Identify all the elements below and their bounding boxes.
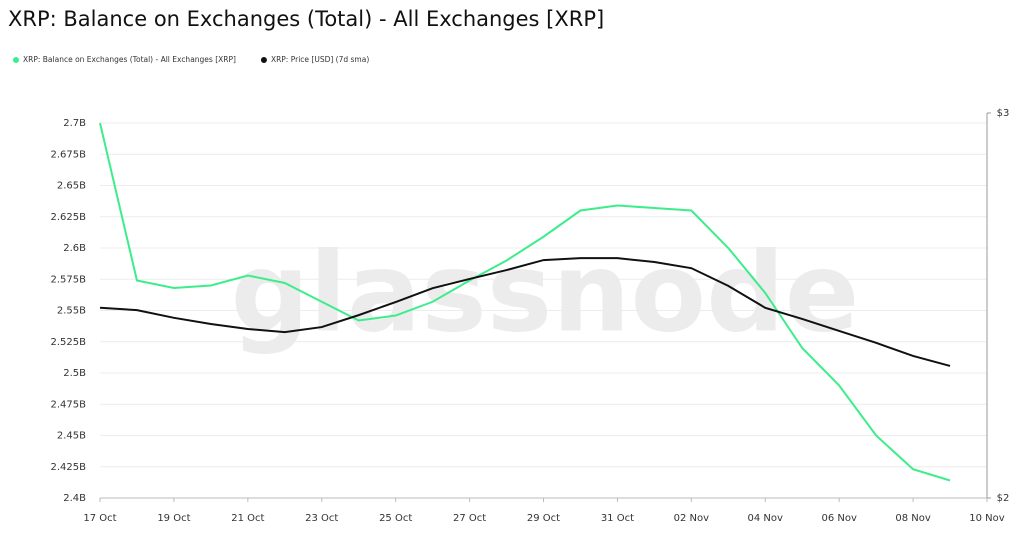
legend-label: XRP: Balance on Exchanges (Total) - All … xyxy=(23,55,236,64)
watermark: glassnode xyxy=(231,228,860,356)
legend-marker xyxy=(13,57,19,63)
y-tick-label: 2.475B xyxy=(51,399,87,410)
y-tick-label: 2.45B xyxy=(57,431,86,442)
series-line xyxy=(99,122,951,482)
y-tick-label: 2.575B xyxy=(51,274,87,285)
y2-tick-label: $3 xyxy=(997,108,1010,119)
x-tick-label: 10 Nov xyxy=(969,513,1005,524)
y-tick-label: 2.7B xyxy=(63,118,86,129)
x-tick-label: 08 Nov xyxy=(895,513,931,524)
y-tick-label: 2.55B xyxy=(57,306,86,317)
x-tick-label: 19 Oct xyxy=(157,513,190,524)
x-tick-label: 06 Nov xyxy=(821,513,857,524)
legend: XRP: Balance on Exchanges (Total) - All … xyxy=(13,55,369,64)
x-tick-label: 17 Oct xyxy=(83,513,116,524)
x-tick-label: 04 Nov xyxy=(748,513,784,524)
x-tick-label: 27 Oct xyxy=(453,513,486,524)
legend-label: XRP: Price [USD] (7d sma) xyxy=(271,55,369,64)
chart-title: XRP: Balance on Exchanges (Total) - All … xyxy=(8,7,604,31)
x-tick-label: 02 Nov xyxy=(674,513,710,524)
y-tick-label: 2.4B xyxy=(63,493,86,504)
y-tick-label: 2.6B xyxy=(63,243,86,254)
y-tick-label: 2.65B xyxy=(57,181,86,192)
x-tick-label: 31 Oct xyxy=(601,513,634,524)
legend-marker xyxy=(260,57,267,63)
x-tick-label: 21 Oct xyxy=(231,513,264,524)
x-tick-label: 29 Oct xyxy=(527,513,560,524)
x-tick-label: 25 Oct xyxy=(379,513,412,524)
y2-tick-label: $2 xyxy=(997,493,1010,504)
y-tick-label: 2.425B xyxy=(51,462,87,473)
x-tick-label: 23 Oct xyxy=(305,513,338,524)
y-tick-label: 2.625B xyxy=(51,212,87,223)
y-tick-label: 2.675B xyxy=(51,149,87,160)
y-tick-label: 2.525B xyxy=(51,337,87,348)
y-tick-label: 2.5B xyxy=(63,368,86,379)
series-line xyxy=(99,257,951,367)
